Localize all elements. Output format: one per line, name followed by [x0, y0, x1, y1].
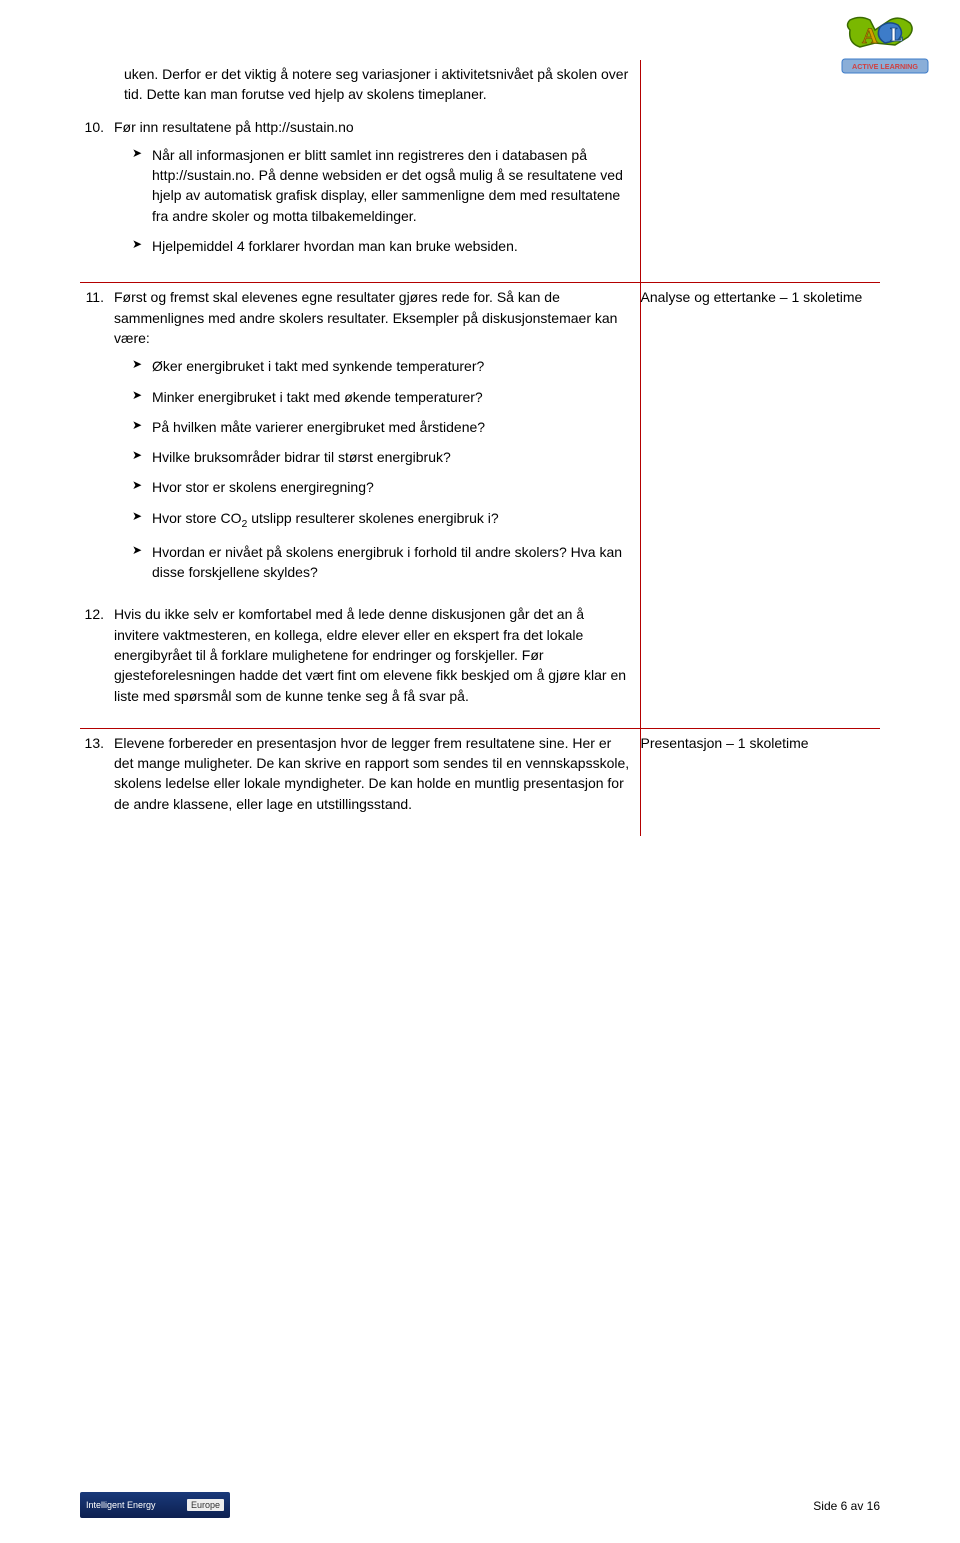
logo-text: ACTIVE LEARNING	[852, 62, 918, 71]
bullet-item: Hvor store CO2 utslipp resulterer skolen…	[132, 508, 632, 532]
item-number: 12.	[80, 604, 114, 711]
continuation-text: uken. Derfor er det viktig å notere seg …	[80, 64, 632, 105]
item-number: 10.	[80, 117, 114, 267]
footer-brand-text: Intelligent Energy	[86, 1500, 156, 1510]
list-item-11: 11. Først og fremst skal elevenes egne r…	[80, 287, 632, 592]
item-text: Elevene forbereder en presentasjon hvor …	[114, 733, 632, 814]
bullet-item: Minker energibruket i takt med økende te…	[132, 387, 632, 407]
side-note-presentation: Presentasjon – 1 skoletime	[641, 733, 873, 753]
item-text: Før inn resultatene på http://sustain.no	[114, 117, 632, 137]
bullet-item: Hvor stor er skolens energiregning?	[132, 477, 632, 497]
bullet-item: Hvordan er nivået på skolens energibruk …	[132, 542, 632, 583]
item-number: 13.	[80, 733, 114, 820]
main-content: uken. Derfor er det viktig å notere seg …	[80, 60, 880, 836]
list-item-12: 12. Hvis du ikke selv er komfortabel med…	[80, 604, 632, 711]
bullet-item: Når all informasjonen er blitt samlet in…	[132, 145, 632, 226]
item-text: Hvis du ikke selv er komfortabel med å l…	[114, 604, 632, 705]
bullet-item: Hvilke bruksområder bidrar til størst en…	[132, 447, 632, 467]
footer-europe-text: Europe	[187, 1499, 224, 1511]
bullet-item: Hjelpemiddel 4 forklarer hvordan man kan…	[132, 236, 632, 256]
active-learning-logo: A L ACTIVE LEARNING	[840, 15, 930, 75]
list-item-10: 10. Før inn resultatene på http://sustai…	[80, 117, 632, 267]
svg-text:L: L	[890, 24, 903, 46]
intelligent-energy-logo: Intelligent Energy Europe	[80, 1492, 230, 1518]
bullet-item: Øker energibruket i takt med synkende te…	[132, 356, 632, 376]
item-text: Først og fremst skal elevenes egne resul…	[114, 287, 632, 348]
content-table: uken. Derfor er det viktig å notere seg …	[80, 60, 880, 836]
item-number: 11.	[80, 287, 114, 592]
list-item-13: 13. Elevene forbereder en presentasjon h…	[80, 733, 632, 820]
bullet-item: På hvilken måte varierer energibruket me…	[132, 417, 632, 437]
page-number: Side 6 av 16	[813, 1499, 880, 1513]
svg-text:A: A	[862, 23, 878, 48]
side-note-analysis: Analyse og ettertanke – 1 skoletime	[641, 287, 873, 307]
